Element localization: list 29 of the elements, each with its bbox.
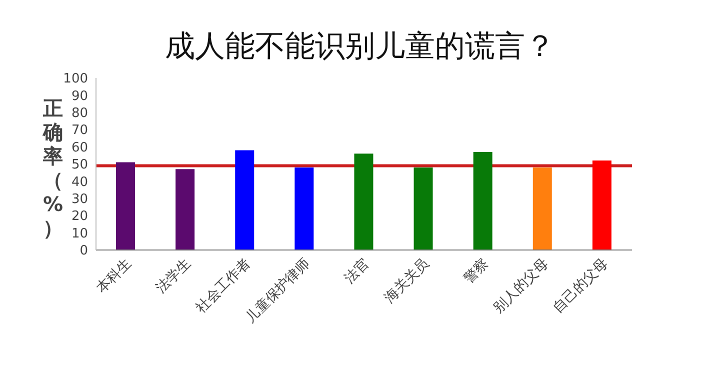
bar: [116, 162, 135, 250]
y-tick-label: 10: [71, 226, 88, 242]
chart-title: 成人能不能识别儿童的谎言？: [164, 28, 556, 66]
x-tick-label: 自己的父母: [550, 256, 612, 316]
bar: [354, 154, 374, 250]
bar: [414, 167, 433, 250]
y-axis-title: 正确率（%）: [42, 96, 64, 240]
x-tick-label: 法官: [342, 256, 373, 287]
x-tick-label: 本科生: [94, 256, 135, 297]
bar: [473, 152, 492, 250]
x-tick-label: 法学生: [153, 256, 194, 297]
y-tick-label: 0: [80, 244, 88, 259]
y-tick-label: 100: [63, 72, 88, 87]
x-tick-label: 海关关员: [381, 256, 432, 306]
x-tick-label: 警察: [460, 256, 492, 287]
bar: [235, 150, 254, 250]
x-tick-label: 别人的父母: [490, 256, 552, 316]
y-tick-label: 50: [71, 158, 88, 173]
y-tick-label: 70: [71, 123, 88, 138]
y-tick-label: 90: [71, 88, 88, 104]
y-tick-label: 60: [71, 140, 88, 156]
y-tick-label: 20: [71, 209, 88, 224]
bar: [176, 169, 195, 250]
y-tick-label: 80: [71, 106, 88, 122]
y-tick-label: 30: [71, 192, 88, 208]
bar: [294, 167, 314, 250]
bar: [532, 167, 552, 250]
bar: [592, 160, 612, 250]
y-tick-label: 40: [71, 174, 88, 190]
